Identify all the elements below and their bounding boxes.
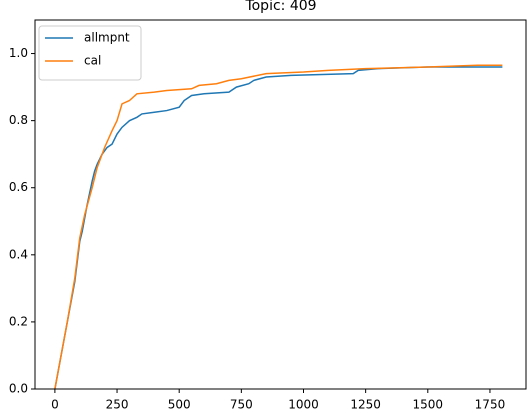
- x-tick-label: 750: [230, 398, 253, 412]
- x-tick-label: 500: [168, 398, 191, 412]
- legend-label: allmpnt: [84, 31, 130, 45]
- y-tick-label: 0.4: [9, 247, 28, 261]
- x-tick-label: 1500: [413, 398, 444, 412]
- line: [54, 64, 503, 390]
- x-tick-label: 1750: [475, 398, 506, 412]
- line: [54, 66, 503, 390]
- legend-box: [38, 25, 142, 81]
- y-tick-label: 0.2: [9, 314, 28, 328]
- x-tick-label: 1000: [288, 398, 319, 412]
- y-tick-label: 0.6: [9, 180, 28, 194]
- legend-label: cal: [84, 54, 101, 68]
- y-tick-label: 1.0: [9, 46, 28, 60]
- y-tick-label: 0.0: [9, 382, 28, 396]
- chart-title: Topic: 409: [244, 0, 316, 14]
- x-tick-label: 250: [106, 398, 129, 412]
- y-tick-label: 0.8: [9, 113, 28, 127]
- plot-frame: [34, 19, 527, 390]
- x-tick-label: 0: [51, 398, 59, 412]
- x-tick-label: 1250: [350, 398, 381, 412]
